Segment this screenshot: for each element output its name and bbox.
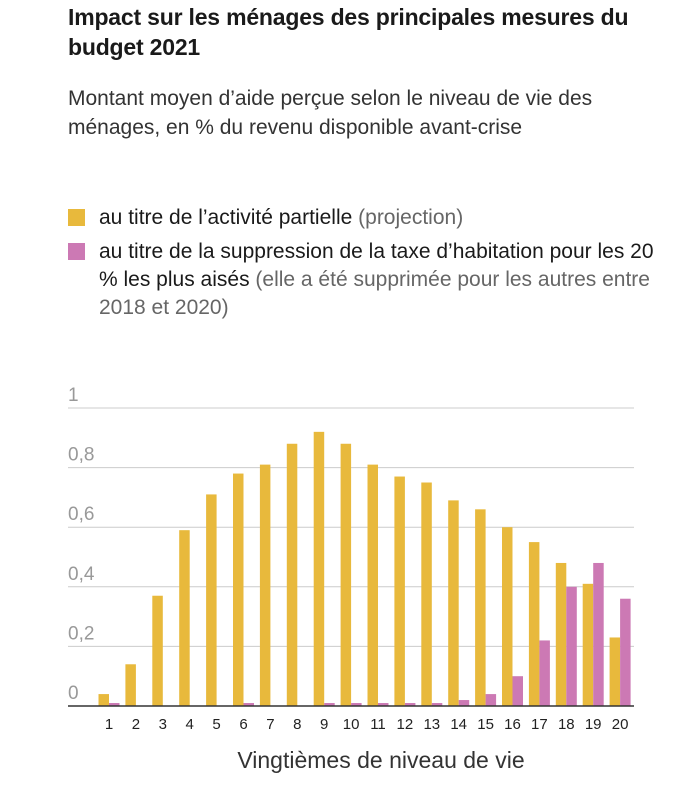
legend-swatch-taxe	[68, 243, 85, 260]
bar-taxe-17	[539, 640, 550, 706]
bar-taxe-20	[620, 598, 631, 706]
bar-taxe-19	[593, 562, 604, 706]
x-tick-label-2: 2	[132, 716, 140, 733]
bar-chart: 00,20,40,60,811 2 3 4 5 6 7 8 9 10 11 12 13 14 15 16 17 1…	[68, 385, 634, 773]
bar-taxe-12	[404, 703, 416, 706]
bar-taxe-13	[431, 703, 443, 706]
bar-activite-14	[448, 500, 459, 706]
y-tick-label-2: 0,4	[68, 564, 95, 585]
legend: au titre de l’activité partielle (projec…	[68, 204, 668, 328]
x-tick-label-14: 14	[450, 716, 467, 733]
bar-activite-8	[286, 443, 298, 706]
bar-activite-10	[340, 443, 352, 706]
x-tick-label-16: 16	[504, 716, 521, 733]
legend-item-taxe: au titre de la suppression de la taxe d’…	[68, 238, 668, 322]
bar-taxe-16	[512, 676, 523, 706]
legend-item-activite: au titre de l’activité partielle (projec…	[68, 204, 668, 232]
x-tick-label-6: 6	[239, 716, 247, 733]
x-tick-label-19: 19	[585, 716, 602, 733]
x-tick-label-11: 11	[370, 716, 386, 733]
legend-label-activite: au titre de l’activité partielle (projec…	[99, 204, 668, 232]
x-tick-label-13: 13	[423, 716, 440, 733]
legend-swatch-activite	[68, 209, 85, 226]
y-tick-label-0: 0	[68, 683, 79, 704]
legend-label-taxe: au titre de la suppression de la taxe d’…	[99, 238, 668, 322]
bar-activite-2	[125, 664, 136, 706]
y-tick-label-4: 0,8	[68, 445, 94, 466]
x-tick-label-4: 4	[186, 716, 194, 733]
x-tick-label-9: 9	[320, 716, 328, 733]
x-axis-title: Vingtièmes de niveau de vie	[237, 747, 524, 773]
bar-taxe-6	[243, 703, 254, 706]
bar-taxe-15	[485, 694, 497, 706]
x-tick-label-20: 20	[612, 716, 629, 733]
bar-activite-20	[609, 637, 621, 706]
y-tick-label-1: 0,2	[68, 623, 94, 644]
x-tick-label-10: 10	[343, 716, 360, 733]
legend-main-activite: au titre de l’activité partielle	[99, 206, 359, 229]
bar-activite-18	[555, 562, 567, 706]
bar-taxe-18	[566, 586, 577, 706]
bar-activite-7	[259, 464, 271, 706]
bar-taxe-14	[458, 700, 470, 706]
bar-activite-16	[502, 527, 513, 706]
bar-activite-9	[313, 431, 325, 706]
x-tick-label-3: 3	[159, 716, 167, 733]
bar-activite-13	[421, 482, 432, 706]
bar-activite-12	[394, 476, 405, 706]
bar-activite-6	[233, 473, 244, 706]
bar-activite-11	[367, 464, 378, 706]
bar-activite-15	[475, 509, 486, 706]
bar-taxe-1	[109, 703, 120, 706]
x-tick-label-7: 7	[266, 716, 274, 733]
x-tick-label-8: 8	[293, 716, 301, 733]
chart-subtitle: Montant moyen d’aide perçue selon le niv…	[68, 87, 593, 139]
x-tick-label-17: 17	[531, 716, 548, 733]
y-tick-label-5: 1	[68, 385, 79, 406]
bar-activite-5	[206, 494, 217, 706]
x-tick-label-18: 18	[558, 716, 575, 733]
legend-note-taxe: (elle a été supprimée pour les autres en…	[99, 268, 650, 319]
chart-title: Impact sur les ménages des principales m…	[68, 4, 629, 60]
x-tick-label-15: 15	[477, 716, 494, 733]
legend-note-activite: (projection)	[358, 206, 464, 229]
bar-taxe-10	[351, 703, 362, 706]
bar-activite-19	[582, 583, 594, 706]
bar-activite-1	[98, 694, 109, 706]
y-tick-label-3: 0,6	[68, 504, 94, 525]
bar-taxe-9	[324, 703, 335, 706]
legend-main-taxe: au titre de la suppression de la taxe d’…	[99, 240, 654, 291]
bar-taxe-11	[378, 703, 389, 706]
x-tick-label-1: 1	[105, 716, 113, 733]
x-tick-label-12: 12	[397, 716, 414, 733]
bar-activite-4	[179, 530, 190, 706]
x-tick-label-5: 5	[212, 716, 220, 733]
bar-activite-17	[528, 542, 540, 706]
bar-activite-3	[152, 595, 163, 706]
